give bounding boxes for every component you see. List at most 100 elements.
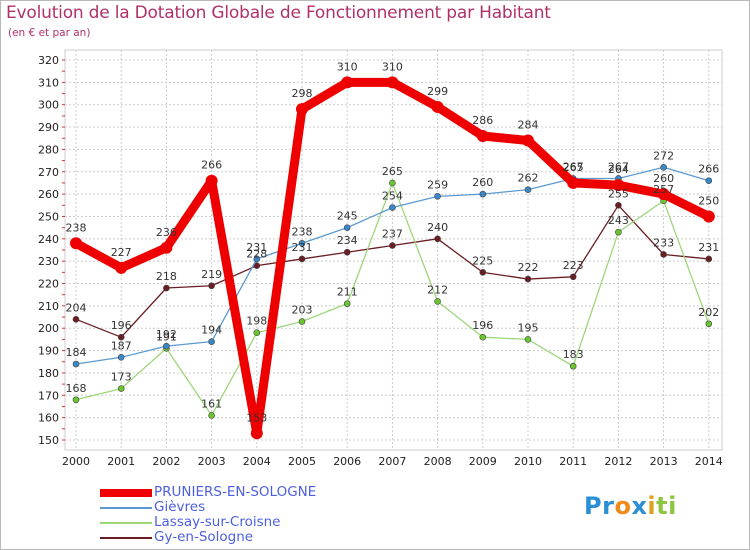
legend-label: Lassay-sur-Croisne <box>154 514 281 530</box>
y-tick-label: 210 <box>38 300 59 313</box>
logo-letter: P <box>584 492 603 520</box>
data-label-gy-en-sologne: 233 <box>653 236 674 249</box>
data-label-pruniers-en-sologne: 266 <box>201 159 222 172</box>
data-label-pruniers-en-sologne: 310 <box>337 60 358 73</box>
data-label-gy-en-sologne: 234 <box>337 234 358 247</box>
legend-label: Gièvres <box>154 499 206 515</box>
data-label-gy-en-sologne: 225 <box>472 254 493 267</box>
y-tick-label: 220 <box>38 278 59 291</box>
y-tick-label: 250 <box>38 210 59 223</box>
data-label-gy-en-sologne: 204 <box>66 301 87 314</box>
data-point-pruniers-en-sologne <box>702 210 715 223</box>
y-tick-label: 290 <box>38 121 59 134</box>
legend-swatch <box>100 507 152 509</box>
data-point-gy-en-sologne <box>389 242 396 249</box>
data-point-gi-vres <box>343 224 351 231</box>
x-tick-label: 2006 <box>333 455 361 468</box>
logo-letter: x <box>631 492 648 520</box>
data-point-gi-vres <box>705 177 713 185</box>
x-tick-label: 2010 <box>514 455 542 468</box>
data-label-gy-en-sologne: 223 <box>563 259 584 272</box>
data-label-gy-en-sologne: 218 <box>156 270 177 283</box>
data-label-gi-vres: 184 <box>66 346 87 359</box>
data-label-gi-vres: 245 <box>337 210 358 223</box>
y-tick-label: 260 <box>38 188 59 201</box>
y-tick-label: 280 <box>38 143 59 156</box>
x-tick-label: 2007 <box>378 455 406 468</box>
data-label-gy-en-sologne: 228 <box>246 248 267 261</box>
x-tick-label: 2013 <box>650 455 678 468</box>
data-label-pruniers-en-sologne: 227 <box>111 246 132 259</box>
y-tick-label: 190 <box>38 345 59 358</box>
data-point-gy-en-sologne <box>660 251 667 258</box>
data-point-gi-vres <box>479 190 487 198</box>
y-tick-label: 270 <box>38 166 59 179</box>
x-tick-label: 2004 <box>243 455 271 468</box>
data-point-gi-vres <box>434 193 441 200</box>
data-label-lassay-sur-croisne: 203 <box>292 304 313 317</box>
data-label-pruniers-en-sologne: 298 <box>292 87 313 100</box>
x-tick-label: 2003 <box>198 455 226 468</box>
data-point-gy-en-sologne <box>434 235 441 243</box>
data-point-lassay-sur-croisne <box>72 396 80 404</box>
data-point-lassay-sur-croisne <box>343 300 351 307</box>
data-label-gi-vres: 194 <box>201 324 222 337</box>
y-tick-label: 170 <box>38 389 59 402</box>
data-label-pruniers-en-sologne: 310 <box>382 60 403 73</box>
data-label-lassay-sur-croisne: 191 <box>156 330 177 343</box>
data-label-gi-vres: 259 <box>427 178 448 191</box>
data-label-gy-en-sologne: 196 <box>111 319 132 332</box>
legend-label: PRUNIERS-EN-SOLOGNE <box>154 484 317 500</box>
data-point-pruniers-en-sologne <box>431 100 444 113</box>
data-label-gi-vres: 260 <box>472 176 493 189</box>
data-label-gi-vres: 266 <box>698 163 719 176</box>
data-label-pruniers-en-sologne: 260 <box>653 172 674 185</box>
data-label-lassay-sur-croisne: 196 <box>472 319 493 332</box>
data-point-gy-en-sologne <box>343 248 351 256</box>
data-label-gi-vres: 192 <box>156 328 177 341</box>
y-tick-label: 200 <box>38 322 59 335</box>
x-tick-label: 2014 <box>695 455 723 468</box>
data-label-gy-en-sologne: 222 <box>518 261 539 274</box>
data-point-gi-vres <box>72 360 80 368</box>
data-point-gy-en-sologne <box>298 255 306 263</box>
data-point-pruniers-en-sologne <box>341 76 354 89</box>
line-chart: 150 160 170 180 190 200 210 220 230 240 250 260 270 2… <box>38 49 723 468</box>
x-tick-label: 2002 <box>152 455 180 468</box>
data-point-gy-en-sologne <box>479 269 487 276</box>
data-label-lassay-sur-croisne: 212 <box>427 283 448 296</box>
data-label-lassay-sur-croisne: 265 <box>382 165 403 178</box>
data-label-gi-vres: 231 <box>246 241 267 254</box>
data-point-pruniers-en-sologne <box>612 179 625 192</box>
data-label-lassay-sur-croisne: 161 <box>201 397 222 410</box>
data-point-gi-vres <box>253 255 261 263</box>
legend-label: Gy-en-Sologne <box>154 529 254 545</box>
data-point-lassay-sur-croisne <box>117 385 125 392</box>
data-point-lassay-sur-croisne <box>253 329 261 337</box>
data-label-gi-vres: 267 <box>563 160 584 173</box>
data-point-gi-vres <box>163 342 170 350</box>
data-point-pruniers-en-sologne <box>160 241 173 254</box>
x-tick-label: 2009 <box>469 455 497 468</box>
data-point-lassay-sur-croisne <box>298 318 306 325</box>
x-tick-label: 2000 <box>62 455 90 468</box>
data-point-pruniers-en-sologne <box>657 188 670 201</box>
data-label-lassay-sur-croisne: 202 <box>698 306 719 319</box>
data-label-gy-en-sologne: 237 <box>382 228 403 241</box>
data-point-lassay-sur-croisne <box>389 179 396 187</box>
data-label-gi-vres: 187 <box>111 339 132 352</box>
data-label-gi-vres: 238 <box>292 225 313 238</box>
data-point-lassay-sur-croisne <box>208 412 215 419</box>
legend-swatch <box>100 522 152 524</box>
data-label-lassay-sur-croisne: 173 <box>111 371 132 384</box>
data-point-gi-vres <box>524 186 532 193</box>
chart-subtitle: (en € et par an) <box>8 27 91 39</box>
x-tick-label: 2008 <box>424 455 452 468</box>
data-label-lassay-sur-croisne: 257 <box>653 183 674 196</box>
y-tick-label: 310 <box>38 76 59 89</box>
data-point-gy-en-sologne <box>208 282 215 290</box>
data-label-pruniers-en-sologne: 236 <box>156 226 177 239</box>
data-point-gi-vres <box>298 239 306 247</box>
data-label-pruniers-en-sologne: 238 <box>66 221 87 234</box>
